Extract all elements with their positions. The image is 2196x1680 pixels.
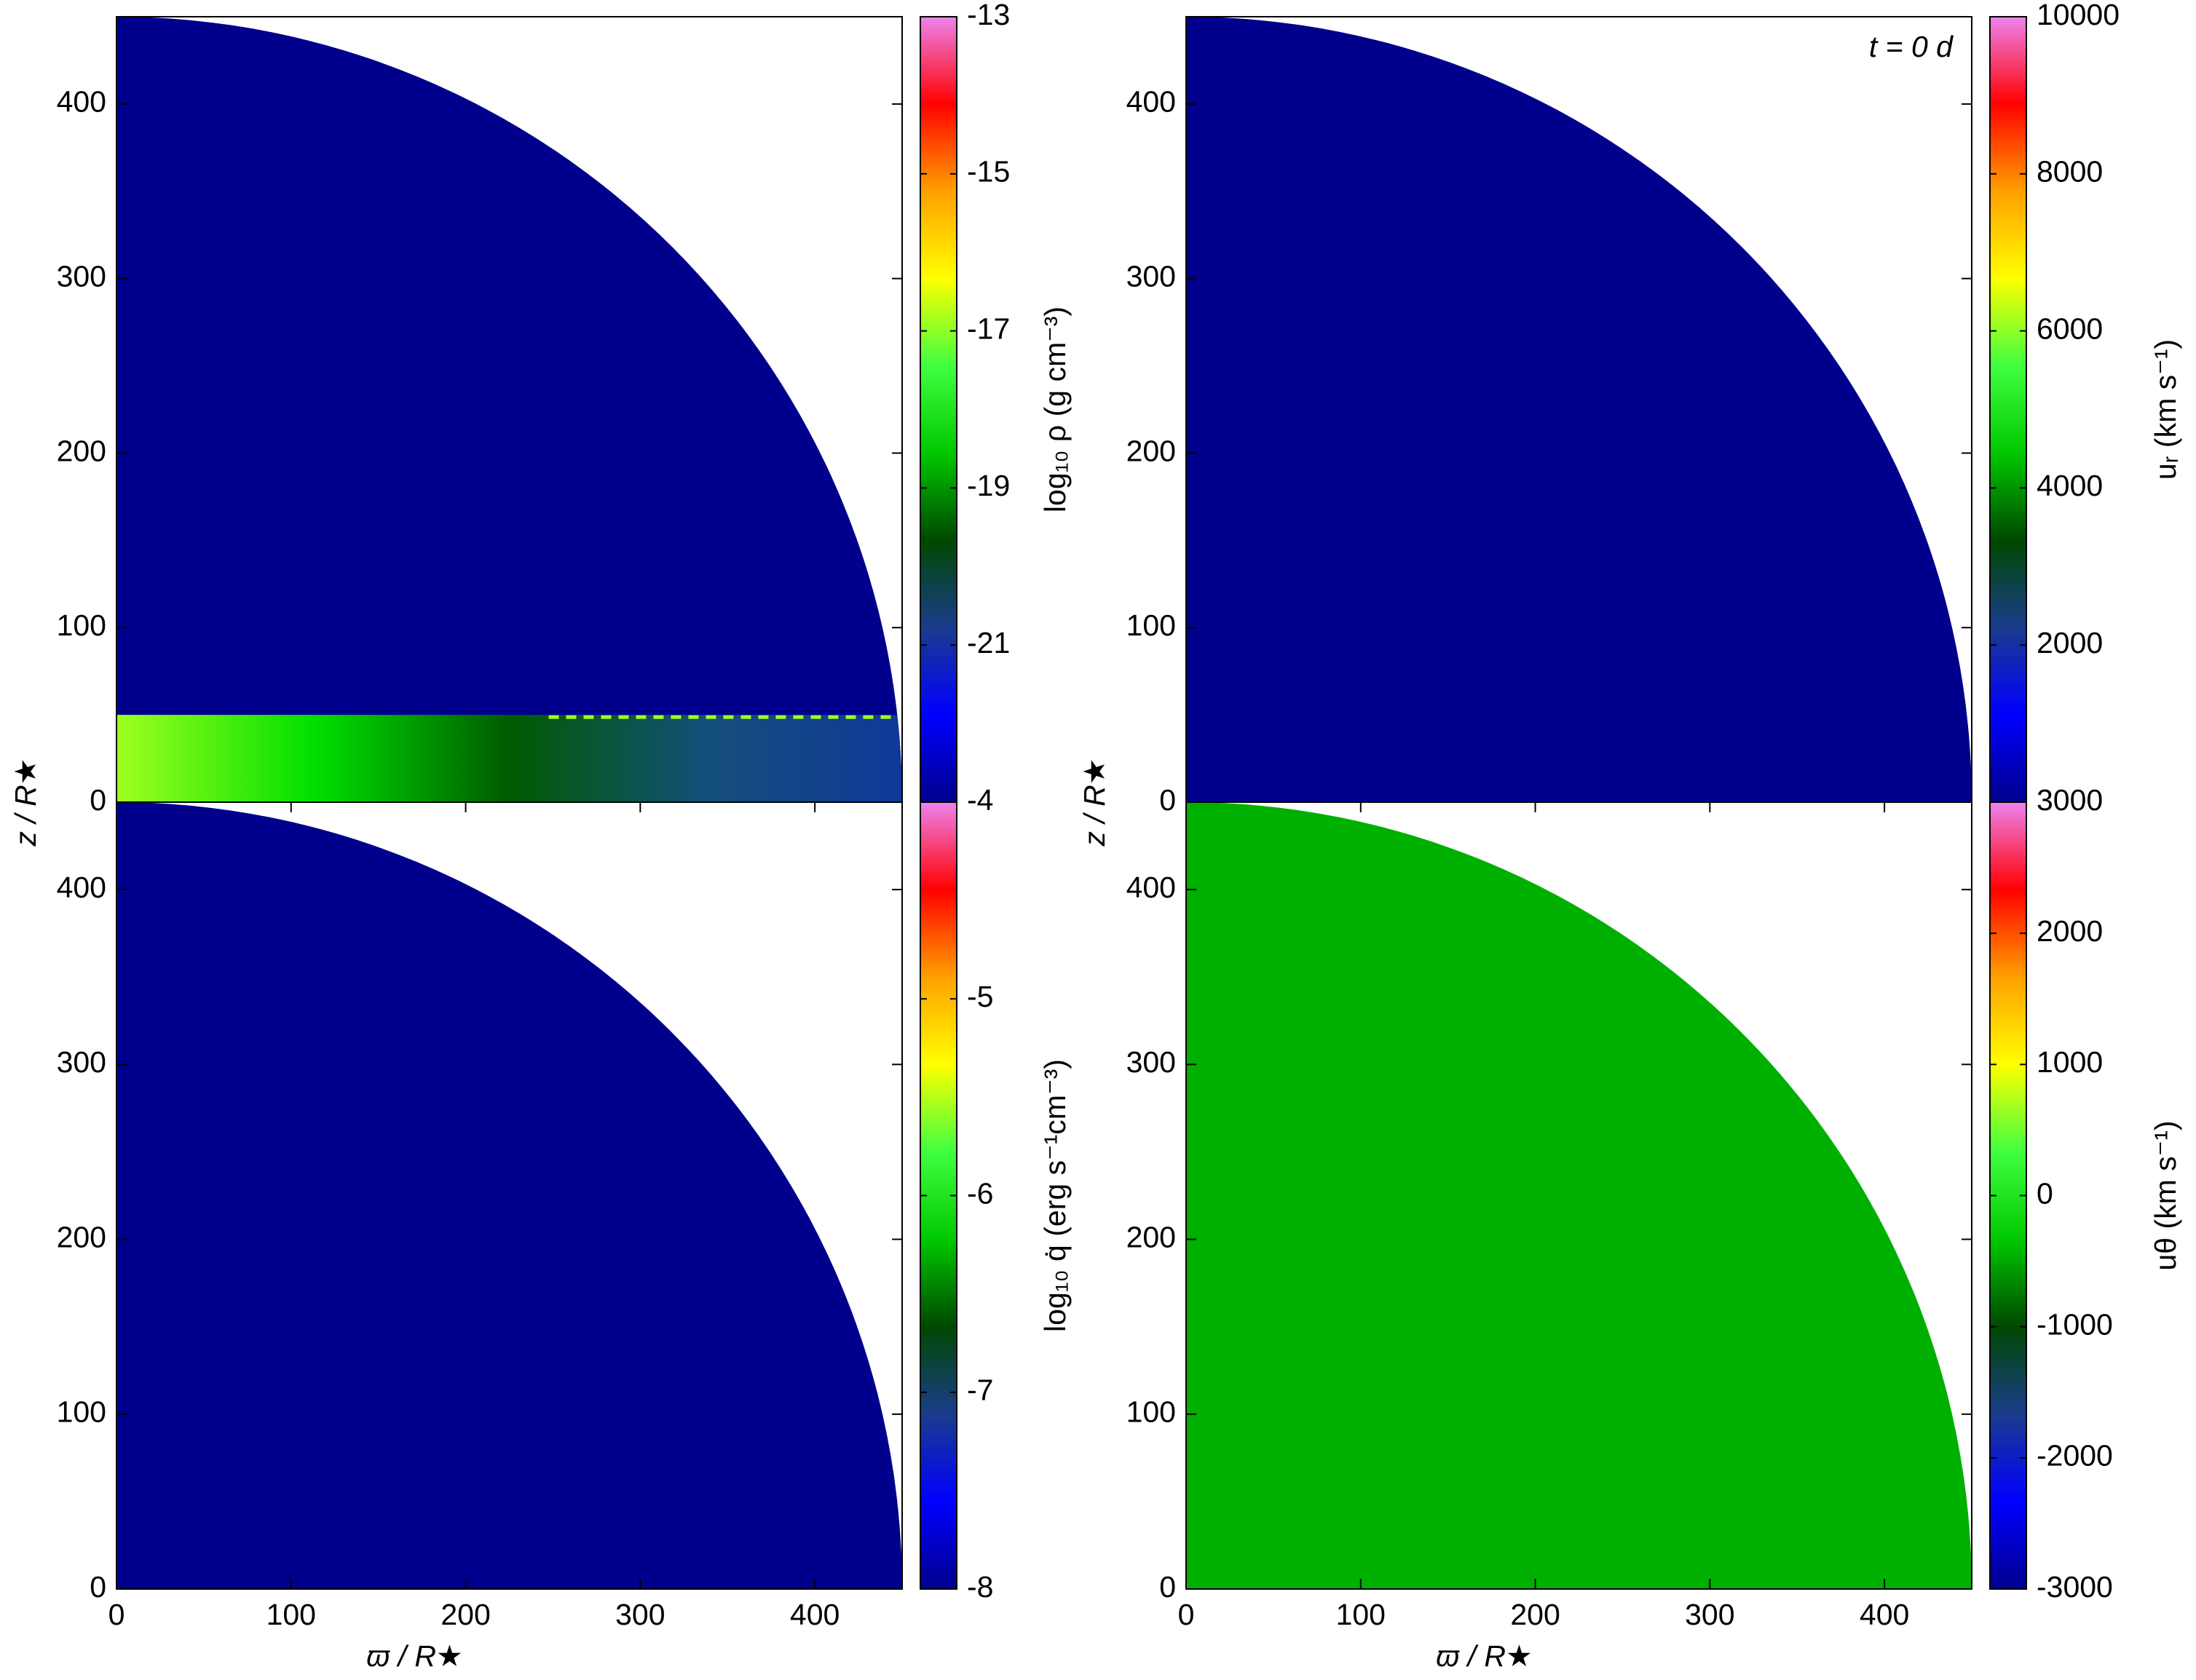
colorbar-tick-label: 8000 [2037,155,2103,189]
x-tick-label: 200 [441,1598,490,1631]
colorbar-tick-label: -17 [967,312,1010,345]
annotation: t = 0 d [1869,30,1954,63]
y-tick-label: 400 [57,85,106,119]
domain [1186,17,1972,802]
x-tick-label: 300 [615,1598,665,1631]
colorbar-tick-label: 0 [2037,1176,2053,1210]
y-tick-label: 100 [1126,1395,1176,1429]
y-tick-label: 0 [90,783,106,817]
y-tick-label: 300 [1126,259,1176,293]
x-tick-label: 0 [108,1598,125,1631]
y-tick-label: 200 [1126,434,1176,467]
y-tick-label: 400 [57,871,106,904]
y-tick-label: 0 [1159,783,1176,817]
colorbar-tick-label: 2000 [2037,914,2103,948]
colorbar-label: log₁₀ ρ (g cm⁻³) [1038,306,1072,512]
y-tick-label: 300 [57,259,106,293]
y-tick-label: 400 [1126,871,1176,904]
disk [116,715,902,802]
x-tick-label: 200 [1510,1598,1560,1631]
domain [1186,802,1972,1589]
colorbar-tick-label: -1000 [2037,1307,2113,1341]
y-tick-label: 200 [57,434,106,467]
colorbar-tick-label: 6000 [2037,312,2103,345]
colorbar-label: uθ (km s⁻¹) [2149,1120,2182,1270]
colorbar [920,16,957,803]
colorbar-label: uᵣ (km s⁻¹) [2149,339,2182,480]
x-axis-label: ϖ / R★ [366,1639,462,1673]
colorbar-tick-label: 4000 [2037,469,2103,502]
colorbar-tick-label: 10000 [2037,0,2120,31]
y-tick-label: 100 [57,609,106,642]
colorbar-tick-label: 3000 [2037,783,2103,817]
y-tick-label: 100 [57,1395,106,1429]
y-tick-label: 0 [90,1570,106,1604]
x-tick-label: 300 [1685,1598,1734,1631]
y-tick-label: 200 [1126,1220,1176,1253]
axes-frame [116,801,903,1590]
colorbar-tick-label: -8 [967,1570,993,1604]
y-axis-label: z / R★ [9,758,42,847]
colorbar [1989,16,2027,803]
colorbar-tick-label: -3000 [2037,1570,2113,1604]
colorbar-tick-label: -21 [967,626,1010,659]
domain [116,802,902,1589]
y-tick-label: 200 [57,1220,106,1253]
y-tick-label: 300 [1126,1045,1176,1079]
x-tick-label: 100 [1336,1598,1386,1631]
colorbar-tick-label: -6 [967,1176,993,1210]
x-axis-label: ϖ / R★ [1436,1639,1532,1673]
y-axis-label: z / R★ [1078,758,1111,847]
y-tick-label: 300 [57,1045,106,1079]
colorbar-tick-label: -7 [967,1374,993,1407]
colorbar-tick-label: -15 [967,155,1010,189]
y-tick-label: 100 [1126,609,1176,642]
x-tick-label: 0 [1178,1598,1195,1631]
colorbar-tick-label: -5 [967,980,993,1013]
colorbar-tick-label: -19 [967,469,1010,502]
x-tick-label: 100 [266,1598,316,1631]
colorbar-tick-label: 2000 [2037,626,2103,659]
colorbar-tick-label: -4 [967,783,993,817]
colorbar-tick-label: 1000 [2037,1045,2103,1079]
domain [116,17,902,802]
colorbar-label: log₁₀ q̇ (erg s⁻¹cm⁻³) [1038,1059,1072,1332]
x-tick-label: 400 [1860,1598,1909,1631]
y-tick-label: 0 [1159,1570,1176,1604]
colorbar-tick-label: -2000 [2037,1439,2113,1473]
x-tick-label: 400 [790,1598,840,1631]
axes-frame [1185,801,1972,1590]
colorbar-tick-label: -13 [967,0,1010,31]
y-tick-label: 400 [1126,85,1176,119]
